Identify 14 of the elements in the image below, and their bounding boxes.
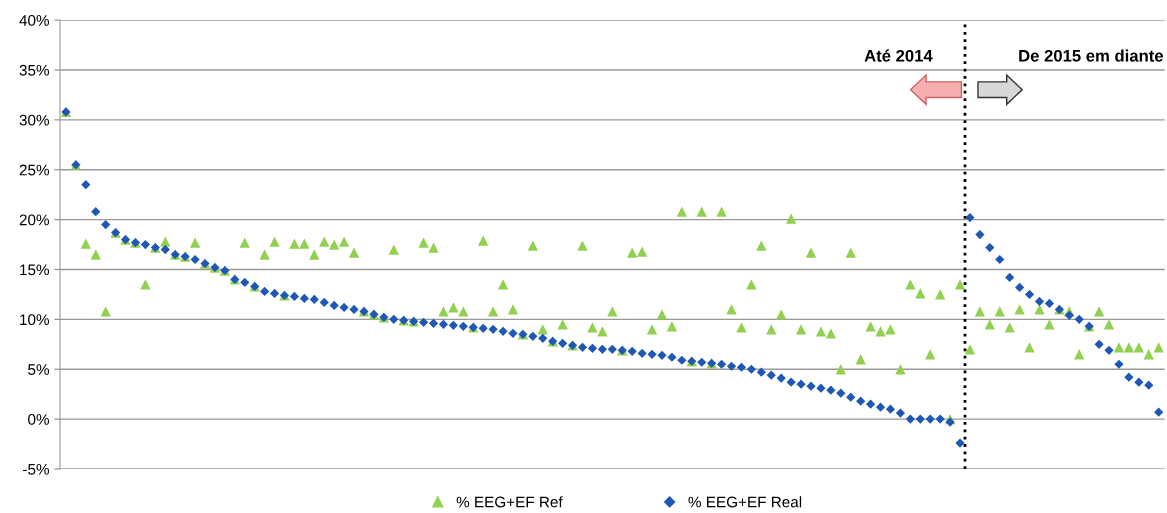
legend-label: % EEG+EF Ref <box>456 496 563 508</box>
y-tick-label: 40% <box>19 14 50 26</box>
legend-label: % EEG+EF Real <box>688 496 802 508</box>
y-tick-label: 30% <box>19 114 50 126</box>
y-tick-label: 15% <box>20 264 50 276</box>
y-tick-label: -5% <box>23 463 50 475</box>
y-tick-label: 5% <box>28 364 50 375</box>
annotation: Até 2014 <box>864 49 933 62</box>
y-tick-label: 25% <box>19 164 50 176</box>
y-tick-label: 20% <box>19 214 50 226</box>
y-tick-label: 35% <box>19 64 50 76</box>
y-tick-label: 10% <box>20 314 50 326</box>
y-tick-label: 0% <box>28 413 50 425</box>
annotation: De 2015 em diante <box>1019 49 1163 62</box>
